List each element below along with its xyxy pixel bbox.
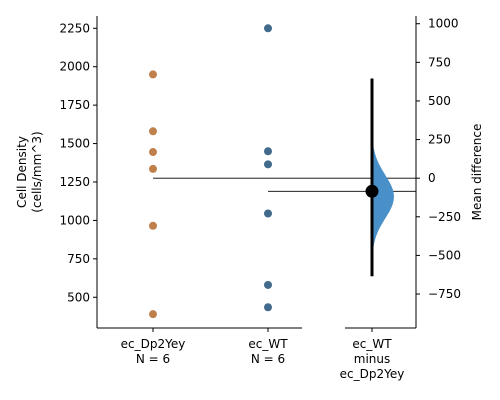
left-y-tick-label: 2250: [59, 21, 90, 35]
left-y-tick-label: 1750: [59, 98, 90, 112]
left-y-tick-label: 1000: [59, 213, 90, 227]
data-point: [149, 127, 157, 135]
right-y-tick-label: −250: [428, 210, 461, 224]
data-point: [149, 165, 157, 173]
group-label: ec_WT: [248, 337, 288, 351]
data-point: [264, 281, 272, 289]
delta-group-label: minus: [354, 352, 391, 366]
data-point: [149, 70, 157, 78]
delta-group-label: ec_Dp2Yey: [340, 367, 405, 381]
bootstrap-distribution: [372, 16, 394, 323]
left-y-axis-title: Cell Density(cells/mm^3): [15, 131, 44, 212]
left-y-tick-label: 2000: [59, 60, 90, 74]
data-point: [264, 160, 272, 168]
left-y-tick-label: 1250: [59, 175, 90, 189]
left-y-tick-label: 750: [67, 252, 90, 266]
delta-group-label: ec_WT: [352, 337, 392, 351]
group-label: N = 6: [136, 352, 170, 366]
group-label: ec_Dp2Yey: [121, 337, 186, 351]
data-point: [264, 24, 272, 32]
left-axis: 500 750 1000 1250 1500 1750 2000 2250 Cell Densi…: [15, 16, 302, 366]
data-point: [149, 222, 157, 230]
data-point: [149, 310, 157, 318]
right-y-axis-title: Mean difference: [470, 124, 484, 221]
right-y-tick-label: 500: [428, 94, 451, 108]
data-point: [264, 303, 272, 311]
right-y-tick-label: −500: [428, 248, 461, 262]
right-y-tick-label: 750: [428, 55, 451, 69]
right-y-tick-label: 1000: [428, 17, 459, 31]
left-y-tick-label: 500: [67, 290, 90, 304]
group-label: N = 6: [251, 352, 285, 366]
left-y-tick-label: 1500: [59, 137, 90, 151]
right-y-tick-label: −750: [428, 287, 461, 301]
mean-difference-point: [366, 185, 379, 198]
right-y-tick-label: 250: [428, 133, 451, 147]
left-y-axis-title-line: Cell Density: [15, 136, 29, 208]
data-point: [149, 148, 157, 156]
data-point: [264, 147, 272, 155]
left-y-axis-title-line: (cells/mm^3): [30, 131, 44, 212]
right-y-tick-label: 0: [428, 171, 436, 185]
data-point: [264, 209, 272, 217]
right-axis: −750 −500 −250 0 250 500 750 1000 Mean differenc…: [416, 16, 484, 328]
